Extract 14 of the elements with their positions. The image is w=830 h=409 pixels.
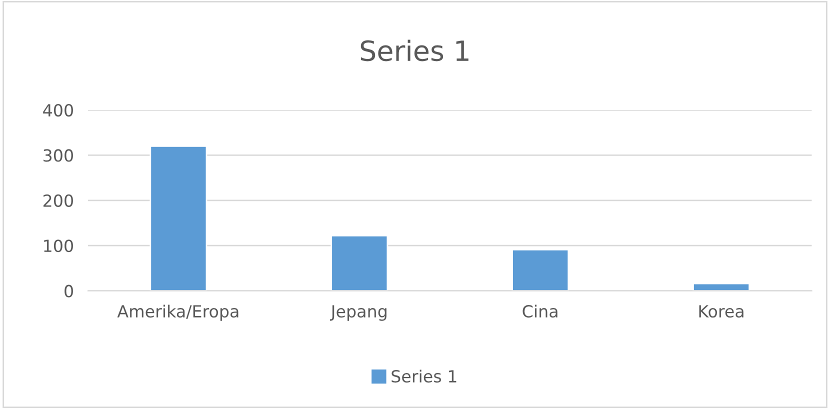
y-tick-label: 0 — [64, 284, 73, 298]
legend-label: Series 1 — [392, 370, 456, 383]
x-tick-label: Cina — [522, 304, 558, 318]
chart-title: Series 1 — [360, 40, 468, 62]
x-tick-label: Amerika/Eropa — [117, 304, 238, 321]
y-tick-label: 400 — [43, 104, 73, 117]
bar — [330, 234, 388, 291]
y-tick-label: 100 — [44, 240, 73, 252]
x-tick-label: Korea — [699, 305, 744, 318]
x-tick-label: Jepang — [330, 305, 386, 321]
bar — [150, 145, 208, 291]
y-tick-label: 300 — [44, 149, 73, 162]
y-tick-label: 200 — [44, 194, 73, 207]
bar — [512, 248, 570, 291]
